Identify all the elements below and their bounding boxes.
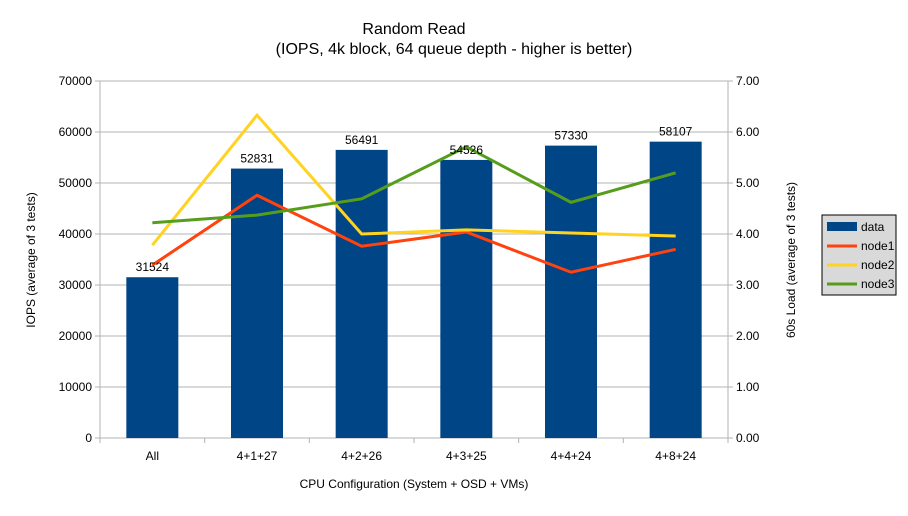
x-tick-label: 4+8+24 xyxy=(655,449,696,463)
y2-tick-label: 2.00 xyxy=(736,329,760,343)
y2-tick-label: 6.00 xyxy=(736,125,760,139)
y-tick-label: 0 xyxy=(85,431,92,445)
y2-axis-label: 60s Load (average of 3 tests) xyxy=(784,182,798,338)
x-tick-label: 4+1+27 xyxy=(237,449,278,463)
bar xyxy=(440,159,493,438)
bar xyxy=(649,141,702,438)
x-tick-label: 4+3+25 xyxy=(446,449,487,463)
line-node3 xyxy=(152,145,677,225)
legend-swatch xyxy=(827,222,857,231)
y-tick-label: 60000 xyxy=(59,125,93,139)
y2-tick-label: 4.00 xyxy=(736,227,760,241)
bar xyxy=(545,145,597,438)
legend-label: node3 xyxy=(861,277,895,291)
x-tick-label: All xyxy=(146,449,159,463)
legend-label: node1 xyxy=(861,239,895,253)
bar xyxy=(126,277,179,438)
data-label: 56491 xyxy=(345,133,379,147)
data-label: 57330 xyxy=(554,129,588,143)
y2-tick-label: 0.00 xyxy=(736,431,760,445)
data-label: 52831 xyxy=(240,152,274,166)
y-tick-label: 10000 xyxy=(59,380,93,394)
x-tick-label: 4+2+26 xyxy=(341,449,382,463)
legend-label: node2 xyxy=(861,258,895,272)
chart-subtitle: (IOPS, 4k block, 64 queue depth - higher… xyxy=(276,41,633,58)
y-tick-label: 30000 xyxy=(59,278,93,292)
data-label: 54526 xyxy=(450,143,484,157)
x-axis-label: CPU Configuration (System + OSD + VMs) xyxy=(300,477,529,491)
y2-tick-label: 1.00 xyxy=(736,380,760,394)
y-axis-label: IOPS (average of 3 tests) xyxy=(24,192,38,327)
y-tick-label: 40000 xyxy=(59,227,93,241)
y-tick-label: 50000 xyxy=(59,176,93,190)
bar xyxy=(335,149,388,438)
y-tick-label: 70000 xyxy=(59,74,93,88)
line-node2 xyxy=(151,112,676,247)
data-label: 31524 xyxy=(136,260,170,274)
y2-tick-label: 3.00 xyxy=(736,278,760,292)
data-label: 58107 xyxy=(659,125,693,139)
legend-label: data xyxy=(861,220,885,234)
y-tick-label: 20000 xyxy=(59,329,93,343)
line-node1 xyxy=(151,193,676,274)
x-tick-label: 4+4+24 xyxy=(551,449,592,463)
y2-tick-label: 5.00 xyxy=(736,176,760,190)
chart-title: Random Read xyxy=(362,21,465,38)
y2-tick-label: 7.00 xyxy=(736,74,760,88)
